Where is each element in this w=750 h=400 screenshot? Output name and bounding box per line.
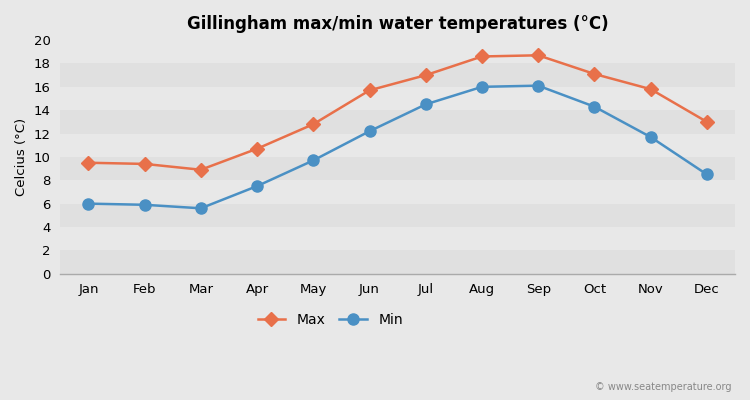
Bar (60, 227, 735, 250)
Bar (60, 40, 735, 64)
Bar (60, 87, 735, 110)
Legend: Max, Min: Max, Min (252, 307, 408, 332)
Y-axis label: Celcius (°C): Celcius (°C) (15, 118, 28, 196)
Bar (60, 157, 735, 180)
Bar (60, 64, 735, 87)
Title: Gillingham max/min water temperatures (°C): Gillingham max/min water temperatures (°… (187, 15, 608, 33)
Bar (60, 204, 735, 227)
Bar (60, 180, 735, 204)
Bar (60, 250, 735, 274)
Text: © www.seatemperature.org: © www.seatemperature.org (595, 382, 731, 392)
Bar (60, 110, 735, 134)
Bar (60, 134, 735, 157)
